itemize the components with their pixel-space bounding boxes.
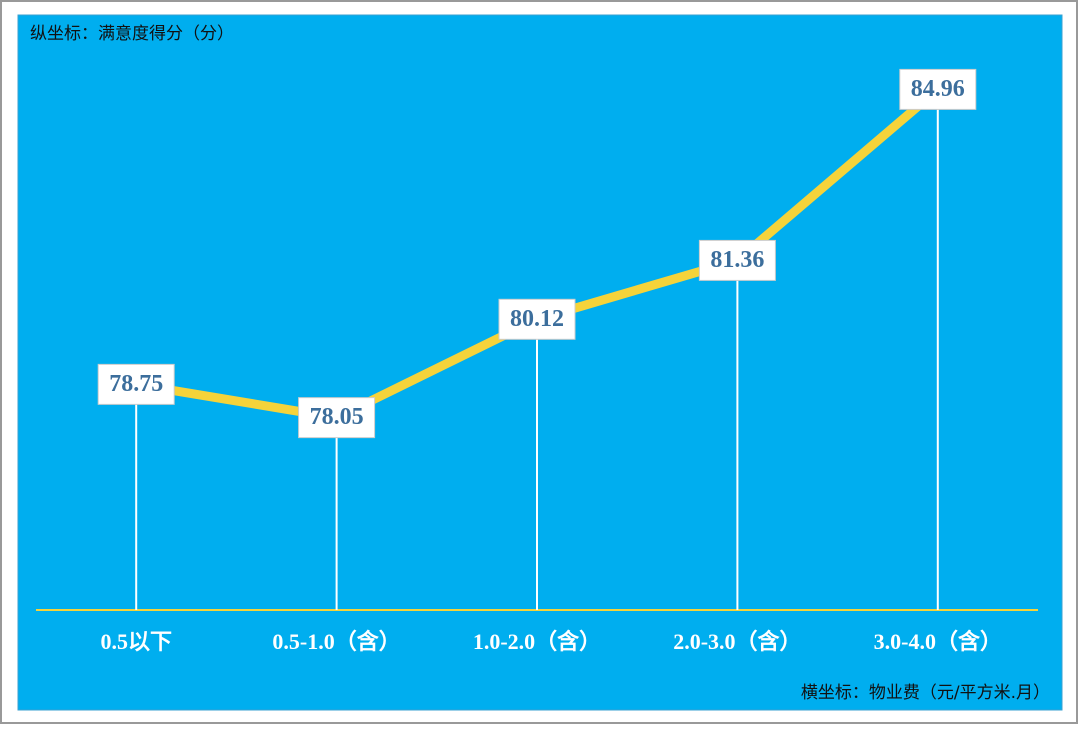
- value-label: 80.12: [510, 306, 564, 332]
- x-tick-label: 0.5-1.0（含）: [272, 629, 400, 654]
- x-tick-label: 0.5以下: [100, 629, 172, 654]
- y-axis-label: 纵坐标：满意度得分（分）: [30, 24, 234, 44]
- value-label-box: [498, 298, 576, 340]
- x-tick-label: 3.0-4.0（含）: [874, 629, 1002, 654]
- value-label: 78.75: [109, 371, 163, 397]
- value-label: 78.05: [310, 404, 364, 430]
- x-tick-label: 2.0-3.0（含）: [673, 629, 801, 654]
- value-label: 81.36: [710, 247, 764, 273]
- value-label: 84.96: [911, 76, 965, 102]
- value-label-box: [698, 239, 776, 281]
- x-tick-label: 1.0-2.0（含）: [473, 629, 601, 654]
- x-axis-label: 横坐标：物业费（元/平方米.月）: [801, 683, 1050, 703]
- value-label-box: [97, 363, 175, 405]
- value-label-box: [899, 68, 977, 110]
- value-label-box: [298, 397, 376, 439]
